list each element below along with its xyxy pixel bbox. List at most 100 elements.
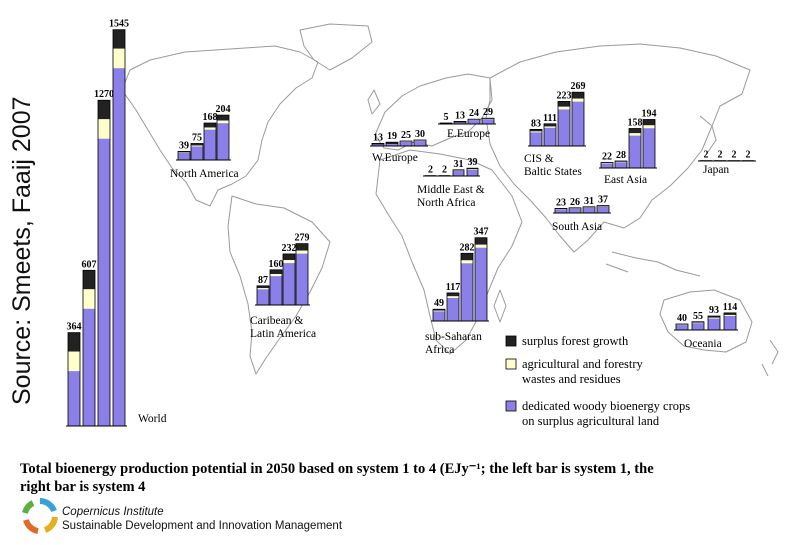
outline-north-america <box>121 45 319 207</box>
middle-east-north-africa-bar-system-4 <box>466 167 479 177</box>
w-europe-value-label-1: 13 <box>373 132 383 143</box>
north-america-bar-system-1 <box>177 151 191 161</box>
north-america-bar-2-dedicated-crops <box>191 146 203 160</box>
world-bar-system-3 <box>97 99 111 427</box>
w-europe-value-label-3: 25 <box>401 130 411 141</box>
east-asia-bar-2-surplus-forest <box>615 161 627 162</box>
caribean-latin-america-region-label: Latin America <box>250 328 316 340</box>
cis-baltic-states-bar-4-dedicated-crops <box>572 101 584 146</box>
e-europe-bar-2-dedicated-crops <box>454 122 466 124</box>
east-asia-bar-3-residues <box>629 133 641 136</box>
outline-africa <box>375 149 523 355</box>
caribean-latin-america-bar-system-2 <box>269 269 283 306</box>
caribean-latin-america-bar-4-dedicated-crops <box>296 253 308 305</box>
east-asia-region-label: East Asia <box>604 174 647 186</box>
cis-baltic-states-bar-1-residues <box>530 131 542 133</box>
middle-east-north-africa-bar-3-dedicated-crops <box>453 170 464 176</box>
north-america-bar-3-residues <box>204 127 216 130</box>
chart-caption: Total bioenergy production potential in … <box>20 460 760 496</box>
caribean-latin-america-bar-2-dedicated-crops <box>270 276 282 305</box>
east-asia-bar-system-4 <box>642 119 656 169</box>
e-europe-region-label: E.Europe <box>447 128 490 140</box>
sub-saharan-africa-bar-4-dedicated-crops <box>475 247 487 321</box>
south-asia-bar-4-dedicated-crops <box>597 206 609 213</box>
south-asia-bar-system-2 <box>568 207 582 214</box>
cis-baltic-states-bar-1-surplus-forest <box>530 129 542 132</box>
sub-saharan-africa-bar-1-surplus-forest <box>433 309 445 311</box>
north-america-bar-4-residues <box>217 120 229 124</box>
oceania-region-label: Oceania <box>684 338 722 350</box>
cis-baltic-states-bar-system-4 <box>571 91 585 147</box>
region-chart-world: 364 607 1270 1545 World <box>66 19 167 427</box>
south-asia-bar-2-dedicated-crops <box>569 208 581 213</box>
oceania-bar-3-residues <box>708 317 720 319</box>
e-europe-value-label-1: 5 <box>444 112 449 123</box>
w-europe-bar-system-2 <box>385 141 399 147</box>
w-europe-bar-2-surplus-forest <box>386 142 398 145</box>
east-asia-bar-4-dedicated-crops <box>643 128 655 168</box>
world-bar-3-residues <box>98 119 110 139</box>
source-label: Source: Smeets, Faaij 2007 <box>8 96 36 406</box>
east-asia-value-label-1: 22 <box>602 152 612 163</box>
w-europe-value-label-2: 19 <box>387 131 397 142</box>
middle-east-north-africa-value-label-4: 39 <box>468 157 478 168</box>
region-chart-w-europe: 13 19 25 30 W.Europe <box>370 129 428 164</box>
cis-baltic-states-bar-4-residues <box>572 98 584 102</box>
cis-baltic-states-value-label-1: 83 <box>531 118 541 129</box>
east-asia-bar-system-3 <box>628 128 642 169</box>
south-asia-value-label-1: 23 <box>556 197 566 208</box>
e-europe-bar-2-surplus-forest <box>454 121 466 123</box>
oceania-value-label-4: 114 <box>723 302 737 313</box>
sub-saharan-africa-value-label-2: 117 <box>446 282 460 293</box>
sub-saharan-africa-bar-system-1 <box>432 308 446 322</box>
caribean-latin-america-bar-system-3 <box>282 253 296 306</box>
outline-uk <box>367 89 381 115</box>
oceania-value-label-2: 55 <box>693 311 703 322</box>
sub-saharan-africa-bar-2-dedicated-crops <box>447 297 459 321</box>
oceania-bar-4-residues <box>724 314 736 316</box>
legend-swatch-residues <box>505 358 517 370</box>
caribean-latin-america-bar-3-dedicated-crops <box>283 263 295 305</box>
outline-new-zealand <box>761 339 779 377</box>
east-asia-bar-3-surplus-forest <box>629 128 641 134</box>
world-bar-4-residues <box>113 48 125 69</box>
w-europe-bar-1-dedicated-crops <box>372 144 384 146</box>
world-bar-3-dedicated-crops <box>98 138 110 426</box>
legend-label-surplus-forest: surplus forest growth <box>522 334 629 348</box>
caribean-latin-america-region-label: Caribean & <box>250 315 303 327</box>
oceania-bar-system-3 <box>707 315 721 331</box>
legend-swatch-surplus-forest <box>505 335 517 347</box>
e-europe-bar-system-3 <box>467 118 481 125</box>
region-chart-oceania: 40 55 93 114 Oceania <box>674 302 738 350</box>
north-america-value-label-2: 75 <box>192 133 202 144</box>
sub-saharan-africa-bar-system-2 <box>446 292 460 322</box>
japan-value-label-1: 2 <box>704 150 709 161</box>
caribean-latin-america-bar-1-dedicated-crops <box>257 289 269 305</box>
world-bar-2-dedicated-crops <box>83 308 95 426</box>
north-america-value-label-3: 168 <box>203 112 218 123</box>
east-asia-bar-1-dedicated-crops <box>601 163 613 168</box>
east-asia-value-label-4: 194 <box>642 109 657 120</box>
oceania-bar-2-surplus-forest <box>692 321 704 323</box>
w-europe-bar-system-3 <box>399 140 413 147</box>
outline-south-america <box>227 195 331 375</box>
e-europe-value-label-2: 13 <box>455 110 465 121</box>
east-asia-bar-2-dedicated-crops <box>615 162 627 168</box>
south-asia-bar-1-dedicated-crops <box>555 209 567 213</box>
sub-saharan-africa-bar-3-dedicated-crops <box>461 263 473 321</box>
caribean-latin-america-value-label-4: 279 <box>295 233 310 244</box>
south-asia-bar-4-surplus-forest <box>597 205 609 207</box>
north-america-bar-1-residues <box>178 152 190 153</box>
north-america-bar-2-residues <box>191 145 203 147</box>
world-bar-1-dedicated-crops <box>68 371 80 426</box>
middle-east-north-africa-bar-system-3 <box>452 169 465 177</box>
world-bar-3-surplus-forest <box>98 100 110 120</box>
caribean-latin-america-value-label-3: 232 <box>282 243 297 254</box>
east-asia-bar-system-1 <box>600 162 614 169</box>
cis-baltic-states-value-label-3: 223 <box>557 90 572 101</box>
north-america-region-label: North America <box>170 168 239 180</box>
